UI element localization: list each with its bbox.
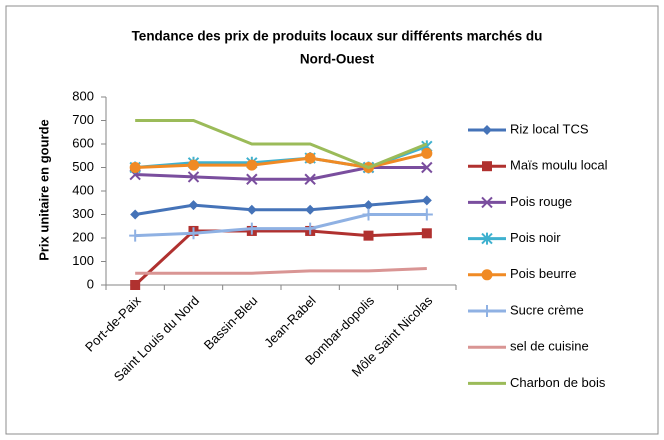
marker <box>421 147 433 159</box>
marker <box>481 269 493 281</box>
chart-title: Nord-Ouest <box>300 52 375 67</box>
y-tick-label: 500 <box>72 159 94 174</box>
y-axis-label: Prix unitaire en gourde <box>36 119 51 261</box>
marker <box>129 229 142 242</box>
marker <box>245 222 258 235</box>
series-line <box>134 229 427 287</box>
marker <box>304 152 316 164</box>
legend-label: Pois rouge <box>510 194 572 209</box>
y-tick-label: 400 <box>72 182 94 197</box>
marker <box>481 305 493 317</box>
legend-label: Sucre crème <box>510 302 584 317</box>
marker <box>304 173 316 185</box>
marker <box>481 196 493 209</box>
legend-label: Maïs moulu local <box>510 158 608 173</box>
chart-title: Tendance des prix de produits locaux sur… <box>132 29 543 44</box>
legend-label: Riz local TCS <box>510 121 589 136</box>
y-tick-label: 800 <box>72 88 94 103</box>
y-tick-label: 100 <box>72 253 94 268</box>
marker <box>362 208 375 221</box>
marker <box>363 200 374 211</box>
legend-label: Pois noir <box>510 230 561 245</box>
legend-label: Charbon de bois <box>510 375 606 390</box>
chart-frame <box>5 5 659 435</box>
marker <box>482 125 492 135</box>
y-tick-label: 700 <box>72 112 94 127</box>
marker <box>482 161 492 172</box>
y-tick-label: 0 <box>87 276 94 291</box>
marker <box>130 209 141 220</box>
y-tick-label: 300 <box>72 206 94 221</box>
series-line <box>135 213 427 238</box>
marker <box>481 232 493 245</box>
marker <box>129 162 141 173</box>
marker <box>188 200 199 211</box>
marker <box>421 195 432 206</box>
marker <box>421 161 433 174</box>
marker <box>305 204 316 215</box>
marker <box>246 159 258 171</box>
marker <box>246 173 258 185</box>
legend-label: sel de cuisine <box>510 339 589 354</box>
marker <box>187 227 200 240</box>
legend-label: Pois beurre <box>510 266 576 281</box>
marker <box>304 222 317 235</box>
marker <box>187 171 200 183</box>
series-line <box>135 166 427 181</box>
series-line <box>135 267 427 275</box>
series-line <box>134 198 427 216</box>
marker <box>363 230 374 241</box>
marker <box>420 208 433 221</box>
y-tick-label: 600 <box>72 135 94 150</box>
marker <box>188 159 199 171</box>
marker <box>246 204 257 215</box>
marker <box>421 228 432 239</box>
y-tick-label: 200 <box>72 229 94 244</box>
marker <box>130 280 141 290</box>
series-line <box>135 119 428 170</box>
